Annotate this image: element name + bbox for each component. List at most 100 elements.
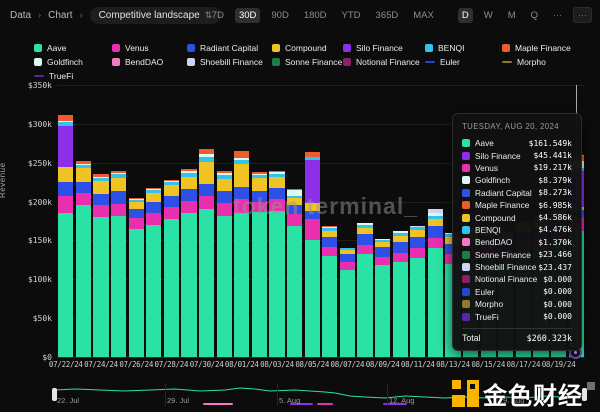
bar-segment-maple-finance <box>322 226 338 228</box>
range-button-90d[interactable]: 90D <box>267 8 292 23</box>
tooltip-row: Euler $0.000 <box>462 286 572 298</box>
breadcrumb-chart[interactable]: Chart <box>48 9 73 21</box>
bar-08/07/24[interactable] <box>339 248 355 357</box>
tooltip-row: Venus $19.217k <box>462 162 572 174</box>
x-tick-label: 08/09/24 <box>365 360 400 369</box>
range-button-180d[interactable]: 180D <box>300 8 331 23</box>
bar-segment-venus <box>128 217 144 229</box>
bar-08/02/24[interactable] <box>251 172 267 357</box>
bar-segment-maple-finance <box>128 197 144 200</box>
legend-item-shoebill-finance[interactable]: Shoebill Finance <box>187 57 272 67</box>
granularity-button-q[interactable]: Q <box>527 8 542 23</box>
bar-08/05/24[interactable] <box>304 151 320 357</box>
bar-segment-aave <box>128 228 144 357</box>
legend-item-silo-finance[interactable]: Silo Finance <box>343 43 425 53</box>
gridline <box>57 318 585 320</box>
bar-07/28/24[interactable] <box>163 179 179 357</box>
bar-segment-radiant-capital <box>304 210 320 219</box>
range-button-365d[interactable]: 365D <box>372 8 403 23</box>
bar-08/10/24[interactable] <box>392 231 408 357</box>
legend-item-notional-finance[interactable]: Notional Finance <box>343 57 425 67</box>
tooltip-protocol-name: Compound <box>475 212 516 223</box>
bar-segment-benqi <box>269 173 285 177</box>
legend-item-maple-finance[interactable]: Maple Finance <box>502 43 590 53</box>
bar-segment-aave <box>216 215 232 357</box>
bar-08/01/24[interactable] <box>234 151 250 357</box>
range-button-30d[interactable]: 30D <box>234 7 261 23</box>
tooltip-protocol-value: $0.000 <box>543 299 572 309</box>
legend-item-sonne-finance[interactable]: Sonne Finance <box>272 57 343 67</box>
legend-item-benqi[interactable]: BENQI <box>425 43 502 53</box>
bar-segment-goldfinch <box>163 181 179 183</box>
bar-07/24/24[interactable] <box>93 174 109 357</box>
chart-selector[interactable]: Competitive landscape ⇅ <box>89 6 222 24</box>
more-options-button[interactable]: ··· <box>549 8 566 22</box>
bar-08/11/24[interactable] <box>410 225 426 357</box>
bar-08/08/24[interactable] <box>357 223 373 357</box>
tooltip-date: TUESDAY, AUG 20, 2024 <box>462 122 559 131</box>
bar-segment-aave <box>392 262 408 357</box>
bar-07/22/24[interactable] <box>58 114 74 357</box>
bar-segment-compound <box>392 235 408 242</box>
legend-item-benddao[interactable]: BendDAO <box>112 57 187 67</box>
chart-menu-button[interactable]: ··· <box>573 7 592 23</box>
legend-marker-icon <box>272 58 280 66</box>
legend-item-venus[interactable]: Venus <box>112 43 187 53</box>
bar-segment-radiant-capital <box>163 196 179 208</box>
navigator-series-dash <box>383 403 407 405</box>
bar-segment-compound <box>304 203 320 211</box>
range-navigator[interactable]: 22. Jul 29. Jul 5. Aug 12. Aug 19. Aug <box>52 384 587 406</box>
tooltip-swatch-icon <box>462 151 470 160</box>
tooltip-row: TrueFi $0.000 <box>462 310 572 322</box>
bar-segment-compound <box>339 249 355 255</box>
bar-07/31/24[interactable] <box>216 170 232 357</box>
range-button-max[interactable]: MAX <box>409 8 438 23</box>
bar-07/29/24[interactable] <box>181 168 197 357</box>
legend-item-truefi[interactable]: TrueFi <box>34 71 112 81</box>
legend-label: Shoebill Finance <box>200 57 263 67</box>
navigator-right-handle[interactable] <box>582 388 587 401</box>
legend-item-euler[interactable]: Euler <box>425 57 502 67</box>
legend-item-goldfinch[interactable]: Goldfinch <box>34 57 112 67</box>
bar-07/30/24[interactable] <box>199 148 215 357</box>
bar-08/04/24[interactable] <box>287 189 303 357</box>
x-tick-label: 07/28/24 <box>154 360 189 369</box>
tooltip-protocol-name: Goldfinch <box>475 175 511 186</box>
legend-item-radiant-capital[interactable]: Radiant Capital <box>187 43 272 53</box>
tooltip-protocol-value: $161.549k <box>528 138 572 148</box>
granularity-button-w[interactable]: W <box>480 8 497 23</box>
bar-08/03/24[interactable] <box>269 170 285 357</box>
bar-08/12/24[interactable] <box>427 209 443 357</box>
bar-08/06/24[interactable] <box>322 226 338 357</box>
bar-segment-aave <box>410 257 426 357</box>
hover-tooltip: TUESDAY, AUG 20, 2024 Aave $161.549k Silo … <box>452 113 582 351</box>
navigator-date-label: 29. Jul <box>167 396 190 405</box>
breadcrumb-data[interactable]: Data <box>10 9 32 21</box>
navigator-left-handle[interactable] <box>52 388 57 401</box>
range-button-ytd[interactable]: YTD <box>338 8 365 23</box>
bar-07/26/24[interactable] <box>128 197 144 357</box>
bar-segment-venus <box>375 256 391 266</box>
bar-segment-benqi <box>58 122 74 127</box>
legend-label: Maple Finance <box>515 43 571 53</box>
bar-07/23/24[interactable] <box>75 161 91 357</box>
legend-item-aave[interactable]: Aave <box>34 43 112 53</box>
bar-segment-goldfinch <box>234 158 250 160</box>
legend-item-compound[interactable]: Compound <box>272 43 343 53</box>
range-button-7d[interactable]: 7D <box>208 8 228 23</box>
granularity-button-d[interactable]: D <box>457 7 473 23</box>
bar-segment-radiant-capital <box>181 189 197 201</box>
bar-segment-radiant-capital <box>75 182 91 194</box>
legend-item-morpho[interactable]: Morpho <box>502 57 590 67</box>
bar-07/27/24[interactable] <box>146 187 162 357</box>
x-tick-label: 08/07/24 <box>330 360 365 369</box>
granularity-button-m[interactable]: M <box>504 8 520 23</box>
bar-segment-maple-finance <box>287 189 303 190</box>
tooltip-protocol-name: Euler <box>475 286 495 297</box>
bar-segment-aave <box>163 218 179 357</box>
bar-segment-aave <box>427 248 443 357</box>
navigator-series-dash <box>203 403 233 405</box>
bar-07/25/24[interactable] <box>111 171 127 357</box>
bar-segment-venus <box>146 213 162 225</box>
bar-08/09/24[interactable] <box>375 238 391 357</box>
